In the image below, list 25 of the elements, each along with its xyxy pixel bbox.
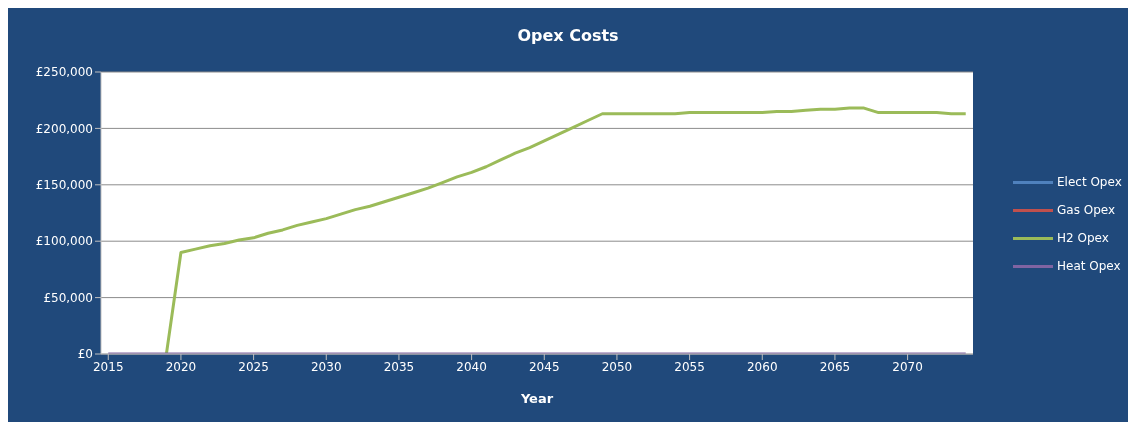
x-tick-label: 2025 [238,359,269,374]
legend-label: Heat Opex [1057,259,1121,273]
legend-label: Elect Opex [1057,175,1122,189]
y-tick-label: £200,000 [35,121,93,136]
line-series [164,106,968,354]
chart-title: Opex Costs [516,26,620,45]
legend-label: Gas Opex [1057,203,1116,217]
y-tick-label: £150,000 [35,178,93,193]
x-tick-label: 2015 [92,359,124,374]
y-tick-label: £250,000 [35,65,93,80]
x-tick-label: 2070 [892,359,923,374]
y-tick-label: £100,000 [35,234,93,249]
x-tick-label: 2060 [746,359,778,374]
x-tick-label: 2065 [819,359,851,374]
x-tick-label: 2050 [601,359,633,374]
x-axis-title: Year [519,391,555,406]
x-tick-label: 2055 [674,359,705,374]
x-tick-label: 2035 [383,359,415,374]
y-tick-label: £50,000 [43,290,93,305]
x-tick-label: 2020 [165,359,197,374]
legend-label: H2 Opex [1057,231,1109,245]
x-tick-label: 2030 [310,359,342,374]
x-tick-label: 2045 [528,359,560,374]
y-tick-label: £0 [77,347,93,362]
x-tick-label: 2040 [456,359,487,374]
